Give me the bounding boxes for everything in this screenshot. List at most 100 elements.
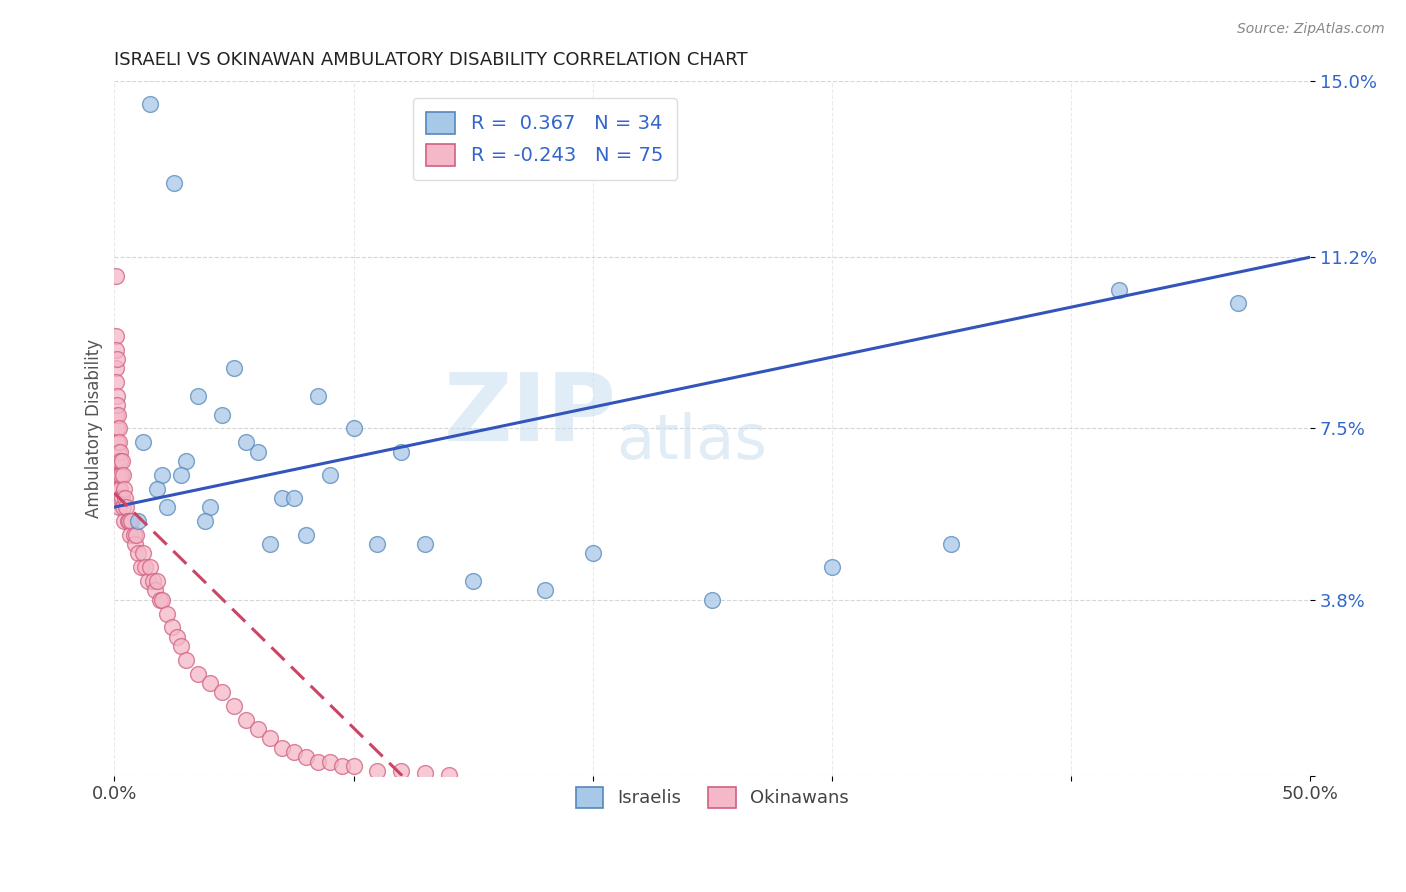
Point (461, 574, 484, 589)
Point (108, 500, 131, 514)
Point (174, 454, 197, 468)
Point (294, 750, 316, 764)
Point (104, 268, 127, 283)
Point (132, 546, 155, 560)
Point (115, 500, 138, 514)
Point (174, 653, 197, 667)
Point (1108, 283, 1130, 297)
Point (318, 467, 340, 482)
Point (198, 676, 221, 690)
Point (270, 740, 292, 755)
Point (142, 574, 165, 589)
Point (194, 514, 217, 528)
Point (246, 723, 269, 737)
Point (105, 375, 128, 389)
Point (1227, 296, 1250, 310)
Text: atlas: atlas (617, 412, 768, 472)
Point (108, 444, 131, 458)
Point (122, 528, 145, 542)
Text: Source: ZipAtlas.com: Source: ZipAtlas.com (1237, 22, 1385, 37)
Point (246, 444, 269, 458)
Point (118, 514, 141, 528)
Point (104, 361, 127, 376)
Point (105, 389, 128, 403)
Text: ZIP: ZIP (444, 368, 617, 460)
Point (107, 482, 129, 496)
Point (105, 435, 128, 450)
Point (222, 699, 245, 714)
Point (211, 408, 233, 422)
Point (127, 514, 149, 528)
Point (125, 528, 148, 542)
Point (112, 482, 135, 496)
Point (941, 537, 963, 551)
Point (170, 639, 193, 653)
Point (259, 537, 281, 551)
Point (108, 435, 131, 450)
Point (163, 176, 186, 190)
Point (129, 560, 152, 574)
Point (108, 482, 131, 496)
Point (187, 389, 209, 403)
Point (134, 560, 156, 574)
Point (821, 560, 844, 574)
Point (366, 764, 388, 778)
Point (105, 408, 128, 422)
Point (187, 666, 209, 681)
Point (582, 546, 605, 560)
Point (318, 755, 340, 769)
Point (170, 467, 193, 482)
Point (156, 500, 179, 514)
Legend: Israelis, Okinawans: Israelis, Okinawans (568, 780, 856, 815)
Point (149, 592, 172, 607)
Point (107, 444, 129, 458)
Point (307, 755, 329, 769)
Point (105, 454, 128, 468)
Point (136, 574, 159, 589)
Point (198, 500, 221, 514)
Point (124, 537, 146, 551)
Point (107, 421, 129, 435)
Point (283, 491, 305, 505)
Point (105, 467, 128, 482)
Point (389, 764, 412, 778)
Point (413, 766, 436, 780)
Point (211, 685, 233, 699)
Point (330, 759, 353, 773)
Point (389, 444, 412, 458)
Point (117, 514, 139, 528)
Point (110, 467, 132, 482)
Point (534, 583, 557, 598)
Point (111, 467, 134, 482)
Point (114, 491, 136, 505)
Point (150, 467, 173, 482)
Point (307, 389, 329, 403)
Point (166, 630, 188, 644)
Point (270, 491, 292, 505)
Point (104, 329, 127, 343)
Point (139, 560, 162, 574)
Point (143, 583, 166, 598)
Point (110, 491, 132, 505)
Text: ISRAELI VS OKINAWAN AMBULATORY DISABILITY CORRELATION CHART: ISRAELI VS OKINAWAN AMBULATORY DISABILIT… (114, 51, 748, 69)
Point (283, 745, 305, 759)
Point (259, 731, 281, 746)
Point (156, 607, 179, 621)
Point (110, 491, 132, 505)
Point (366, 537, 388, 551)
Point (105, 421, 128, 435)
Point (437, 767, 460, 781)
Point (105, 398, 128, 412)
Point (413, 537, 436, 551)
Point (150, 592, 173, 607)
Point (105, 351, 128, 366)
Point (235, 435, 257, 450)
Point (108, 467, 131, 482)
Point (294, 528, 316, 542)
Y-axis label: Ambulatory Disability: Ambulatory Disability (86, 339, 103, 518)
Point (160, 620, 183, 634)
Point (110, 454, 132, 468)
Point (342, 421, 364, 435)
Point (111, 500, 134, 514)
Point (702, 592, 724, 607)
